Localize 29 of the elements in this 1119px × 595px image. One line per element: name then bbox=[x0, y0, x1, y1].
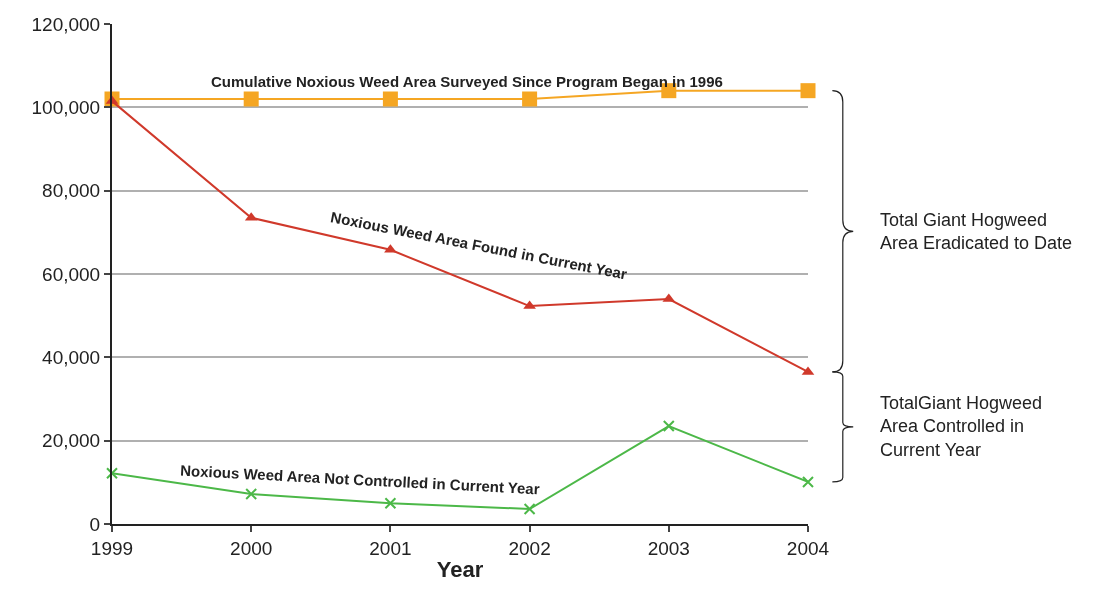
text: TotalGiant Hogweed Area Controlled in Current Year bbox=[880, 393, 1043, 460]
x-tick-label: 2003 bbox=[647, 537, 690, 559]
x-tick-label: 1999 bbox=[90, 537, 134, 559]
point bbox=[106, 467, 118, 480]
x-tick-label: 2004 bbox=[786, 537, 830, 559]
y-tick-label: 60,000 bbox=[42, 263, 101, 285]
x-tick-label: 2002 bbox=[508, 537, 551, 559]
y-tick-label: 120,000 bbox=[31, 13, 101, 35]
point bbox=[800, 83, 816, 99]
point bbox=[245, 488, 258, 500]
point bbox=[243, 91, 259, 107]
x-tick-label: 2001 bbox=[369, 537, 412, 559]
y-tick-label: 100,000 bbox=[31, 96, 101, 118]
x-axis-title: Year bbox=[436, 557, 484, 583]
y-tick-label: 20,000 bbox=[42, 430, 101, 452]
y-tick-label: 80,000 bbox=[42, 180, 101, 202]
y-tick-label: 40,000 bbox=[42, 346, 101, 368]
point bbox=[802, 475, 814, 488]
series-label: Noxious Weed Area Not Controlled in Current Year bbox=[179, 461, 541, 498]
series-label: Cumulative Noxious Weed Area Surveyed Since Program Began in 1996 bbox=[211, 73, 723, 90]
x-tick-label: 2000 bbox=[230, 537, 273, 559]
text: Total Giant Hogweed Area Eradicated to Date bbox=[880, 210, 1073, 254]
point bbox=[523, 503, 536, 515]
point bbox=[662, 420, 675, 433]
text: Noxious Weed Area Found in Current Year bbox=[329, 208, 629, 283]
point bbox=[382, 91, 398, 107]
point bbox=[522, 91, 538, 107]
point bbox=[384, 497, 397, 510]
y-tick-label: 0 bbox=[89, 513, 101, 535]
